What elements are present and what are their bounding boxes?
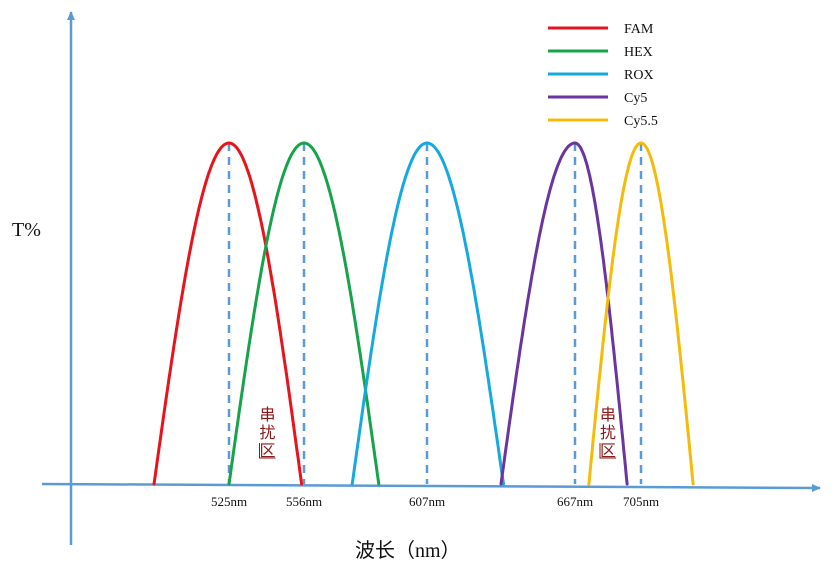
legend: FAM HEX ROX Cy5 Cy5.5 (548, 22, 658, 129)
curves (152, 141, 695, 486)
peak-guides (227, 143, 643, 484)
crosstalk-box-mark (259, 443, 276, 459)
legend-item: HEX (548, 45, 653, 60)
x-tick-labels: 525nm 556nm 607nm 667nm 705nm (211, 494, 659, 509)
x-tick-label: 705nm (623, 494, 659, 509)
x-tick-label: 525nm (211, 494, 247, 509)
x-tick-label: 607nm (409, 494, 445, 509)
crosstalk-char: 串 (259, 406, 275, 424)
legend-item: Cy5.5 (548, 114, 658, 129)
x-axis-label: 波长（nm） (355, 539, 461, 562)
x-axis (41, 482, 821, 492)
x-tick-label: 556nm (286, 494, 322, 509)
legend-item: Cy5 (548, 91, 647, 106)
crosstalk-zone-label: 串扰区 (599, 406, 616, 460)
legend-label: HEX (624, 45, 653, 60)
legend-item: ROX (548, 68, 654, 83)
crosstalk-char: 串 (600, 406, 616, 424)
crosstalk-char: 扰 (259, 424, 275, 442)
crosstalk-zone-label: 串扰区 (259, 406, 276, 460)
series-curve-rox (350, 141, 505, 486)
series-curve-cy5 (499, 141, 629, 486)
crosstalk-char: 区 (600, 443, 616, 460)
crosstalk-char: 区 (259, 443, 275, 460)
series-curve-cy5-5 (587, 141, 695, 486)
legend-label: FAM (624, 22, 654, 37)
legend-label: Cy5 (624, 91, 647, 106)
series-curve-fam (152, 141, 304, 486)
legend-label: ROX (624, 68, 654, 83)
legend-label: Cy5.5 (624, 114, 658, 129)
y-axis-label: T% (12, 219, 41, 241)
axes (41, 11, 821, 545)
legend-item: FAM (548, 22, 654, 37)
crosstalk-char: 扰 (600, 424, 616, 442)
x-tick-label: 667nm (557, 494, 593, 509)
series-curve-hex (227, 141, 381, 486)
crosstalk-box-mark (599, 443, 616, 459)
